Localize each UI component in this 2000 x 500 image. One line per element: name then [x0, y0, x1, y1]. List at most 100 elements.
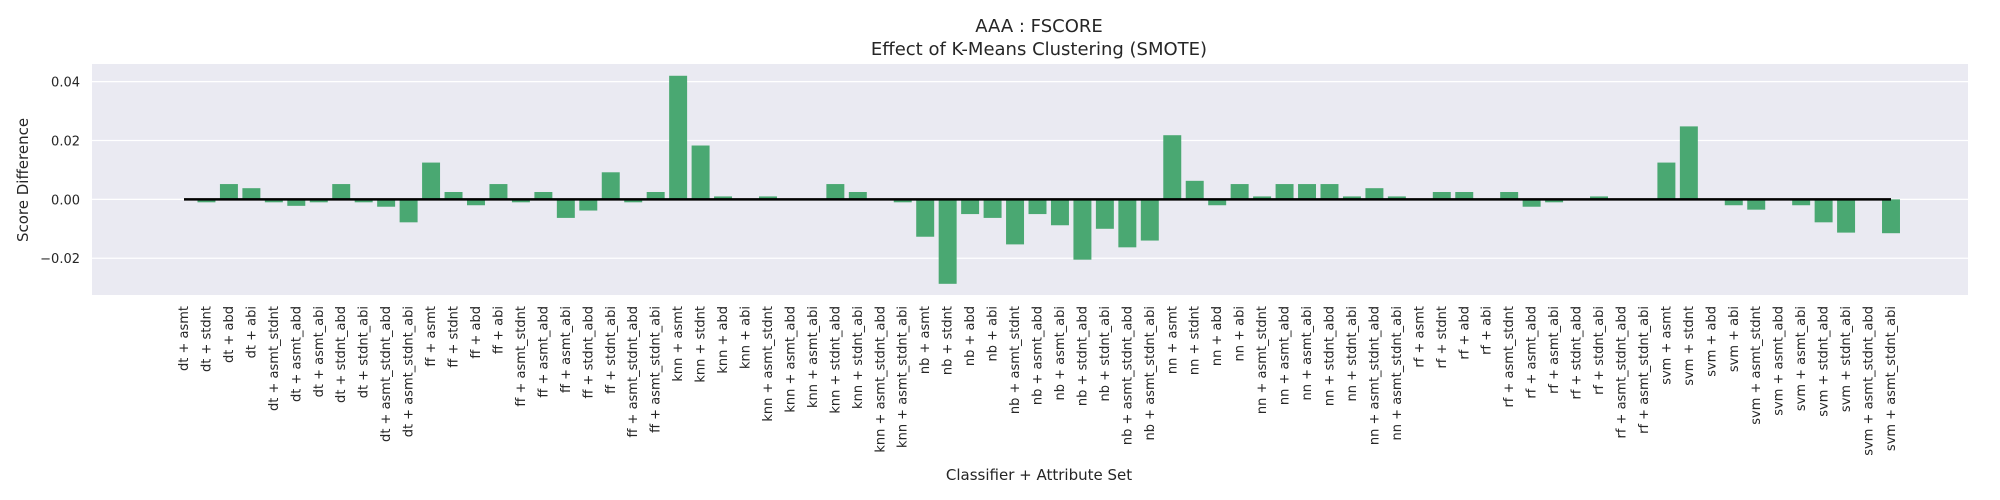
x-tick-label: knn + abd: [716, 306, 731, 374]
bar-53: [1365, 188, 1384, 200]
x-tick-label: dt + stdnt: [199, 306, 214, 372]
x-tick-label: nn + asmt_abi: [1300, 306, 1315, 400]
bar-39: [1050, 199, 1069, 226]
bar-60: [1522, 199, 1541, 207]
bar-70: [1747, 199, 1766, 210]
bar-19: [601, 172, 620, 200]
x-axis-label: Classifier + Attribute Set: [946, 466, 1132, 484]
bar-17: [556, 199, 575, 218]
bars: [197, 75, 1900, 284]
x-tick-label: ff + asmt_abd: [536, 306, 551, 398]
y-tick-labels: −0.02 0.00 0.02 0.04: [40, 76, 80, 268]
bar-67: [1679, 126, 1698, 200]
bar-72: [1792, 199, 1811, 206]
chart-subtitle: Effect of K-Means Clustering (SMOTE): [871, 39, 1207, 60]
bar-47: [1230, 184, 1249, 200]
x-tick-label: rf + asmt: [1412, 306, 1427, 368]
bar-37: [1006, 199, 1025, 245]
x-tick-label: dt + asmt_abi: [312, 306, 327, 397]
bar-20: [624, 199, 643, 203]
x-tick-label: ff + asmt_stdnt_abd: [626, 306, 641, 438]
bar-12: [444, 192, 463, 200]
x-tick-label: ff + abd: [469, 306, 484, 359]
bar-10: [399, 199, 418, 223]
bar-51: [1320, 184, 1339, 200]
plot-area: [92, 64, 1968, 295]
x-tick-label: nb + stdnt: [941, 306, 956, 375]
y-tick-label: 0.00: [51, 193, 80, 208]
bar-50: [1298, 184, 1317, 200]
x-tick-label: knn + asmt_abi: [806, 306, 821, 408]
bar-76: [1882, 199, 1900, 234]
x-tick-label: nn + asmt_abd: [1278, 306, 1293, 405]
x-tick-label: ff + stdnt: [447, 306, 462, 368]
x-tick-label: nn + asmt_stdnt_abd: [1367, 306, 1382, 445]
x-tick-label: ff + stdnt_abi: [604, 306, 619, 394]
x-tick-label: svm + abd: [1704, 306, 1719, 377]
bar-1: [197, 199, 216, 203]
bar-13: [467, 199, 485, 206]
x-tick-label: dt + abd: [222, 306, 237, 363]
bar-30: [848, 192, 867, 200]
bar-15: [511, 199, 530, 203]
x-tick-label: nn + asmt_stdnt: [1255, 306, 1270, 414]
x-tick-label: nb + asmt_abi: [1053, 306, 1068, 400]
bar-5: [287, 199, 306, 206]
x-tick-label: svm + asmt_stdnt_abd: [1862, 306, 1877, 456]
bar-69: [1724, 199, 1743, 206]
bar-56: [1432, 192, 1451, 200]
x-tick-label: nb + asmt_stdnt: [1008, 306, 1023, 414]
x-tick-label: nb + asmt: [918, 306, 933, 374]
x-tick-label: ff + stdnt_abd: [581, 306, 596, 399]
bar-18: [579, 199, 598, 211]
x-tick-label: rf + abd: [1457, 306, 1472, 360]
y-tick-label: −0.02: [40, 252, 80, 267]
x-tick-label: nn + asmt_stdnt_abi: [1390, 306, 1405, 440]
bar-35: [961, 199, 980, 215]
x-tick-label: dt + asmt: [177, 306, 192, 371]
x-tick-label: dt + stdnt_abd: [334, 306, 349, 403]
bar-24: [714, 196, 733, 200]
bar-34: [938, 199, 957, 284]
bar-9: [377, 199, 396, 207]
bar-49: [1275, 184, 1294, 200]
x-tick-label: svm + asmt_abd: [1772, 306, 1787, 416]
x-tick-label: knn + stdnt_abd: [828, 306, 843, 414]
x-tick-label: knn + asmt: [671, 306, 686, 382]
x-tick-label: nb + stdnt_abi: [1098, 306, 1113, 401]
x-tick-label: knn + stdnt_abi: [851, 306, 866, 409]
bar-14: [489, 184, 508, 200]
x-tick-label: nb + abi: [986, 306, 1001, 361]
bar-59: [1500, 192, 1519, 200]
x-tick-label: rf + stdnt_abi: [1592, 306, 1607, 395]
bar-48: [1253, 196, 1272, 200]
x-tick-label: rf + stdnt: [1435, 306, 1450, 369]
x-tick-label: svm + asmt_stdnt_abi: [1884, 306, 1899, 451]
x-tick-label: rf + asmt_stdnt: [1502, 306, 1517, 408]
bar-23: [691, 145, 710, 200]
x-tick-label: nb + abd: [963, 306, 978, 366]
bar-46: [1208, 199, 1227, 206]
bar-33: [916, 199, 935, 237]
bar-41: [1095, 199, 1114, 229]
bar-32: [893, 199, 912, 203]
x-tick-label: knn + abi: [739, 306, 754, 369]
x-tick-label: rf + asmt_stdnt_abd: [1614, 306, 1629, 439]
bar-7: [332, 184, 351, 200]
bar-2: [219, 184, 238, 200]
bar-8: [354, 199, 373, 203]
x-tick-label: nn + stdnt_abd: [1322, 306, 1337, 406]
y-axis-label: Score Difference: [14, 118, 32, 242]
x-tick-labels: dt + asmt dt + stdnt dt + abd dt + abi dt + …: [177, 306, 1899, 456]
x-tick-label: rf + asmt_stdnt_abi: [1637, 306, 1652, 434]
bar-61: [1545, 199, 1564, 203]
x-tick-label: ff + asmt: [424, 306, 439, 367]
x-tick-label: rf + asmt_abd: [1525, 306, 1540, 399]
x-tick-label: nn + stdnt_abi: [1345, 306, 1360, 401]
x-tick-label: svm + asmt_abi: [1794, 306, 1809, 411]
bar-6: [309, 199, 328, 203]
bar-40: [1073, 199, 1092, 260]
bar-38: [1028, 199, 1047, 215]
x-tick-label: svm + stdnt_abd: [1817, 306, 1832, 417]
